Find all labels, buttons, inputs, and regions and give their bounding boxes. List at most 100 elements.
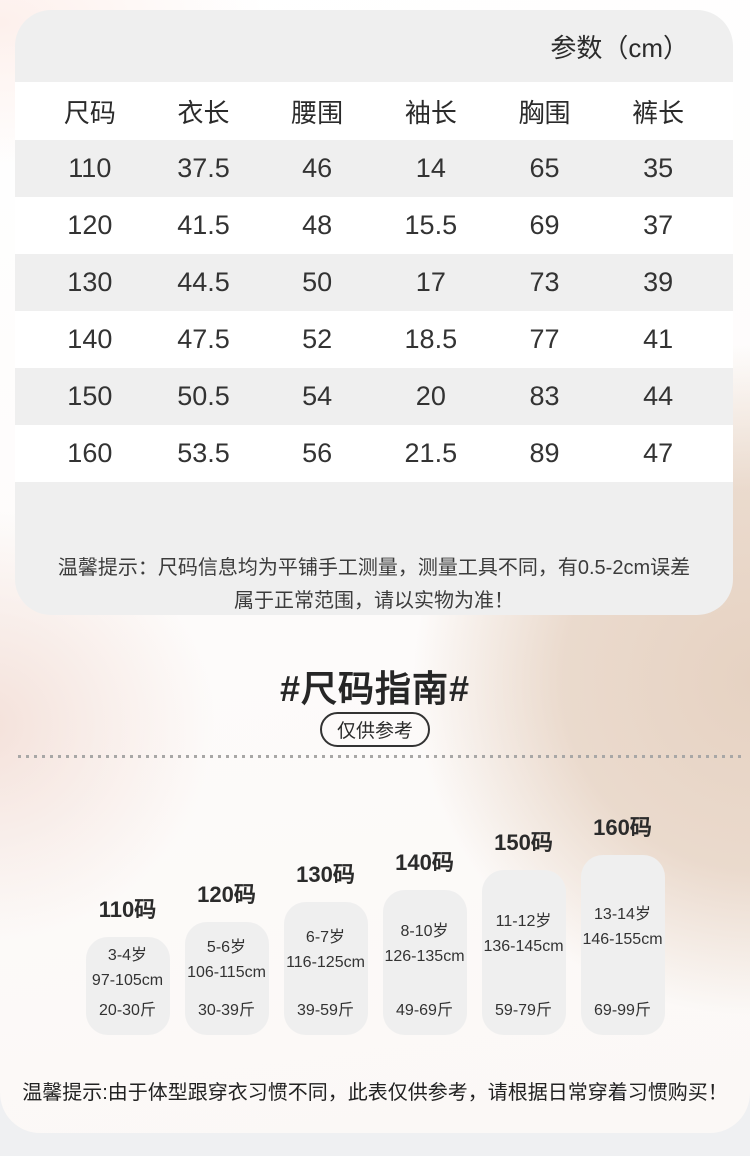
age-range: 8-10岁: [400, 923, 449, 940]
table-cell: 130: [67, 267, 113, 297]
table-cell: 37.5: [177, 153, 230, 183]
table-row: 160 53.5 56 21.5 89 47: [15, 425, 733, 482]
size-bar-main: 5-6岁 106-115cm: [185, 922, 269, 993]
table-cell: 140: [67, 324, 113, 354]
table-cell: 21.5: [404, 438, 458, 468]
table-cell: 83: [529, 381, 560, 411]
table-cell: 44.5: [177, 267, 230, 297]
age-range: 6-7岁: [305, 929, 346, 946]
size-guide-badge-wrap: 仅供参考: [0, 712, 750, 747]
param-note-line2: 属于正常范围，请以实物为准！: [234, 590, 514, 612]
table-row: 150 50.5 54 20 83 44: [15, 368, 733, 425]
table-cell: 54: [302, 381, 333, 411]
weight-range: 69-99斤: [594, 1002, 651, 1019]
size-guide-bars: 110码 3-4岁 97-105cm 20-30斤 120码 5-6岁 106-115cm 3…: [0, 813, 750, 1035]
table-cell: 14: [415, 153, 446, 183]
table-cell: 37: [643, 210, 674, 240]
size-table-header-row: 尺码 衣长 腰围 袖长 胸围 裤长: [15, 82, 733, 140]
table-cell: 44: [643, 381, 674, 411]
age-range: 13-14岁: [594, 905, 651, 923]
column-header: 衣长: [177, 97, 230, 128]
param-title: 参数（cm）: [550, 32, 689, 63]
age-range: 3-4岁: [107, 946, 148, 964]
weight-range: 30-39斤: [198, 1002, 255, 1019]
size-label: 140码: [395, 850, 454, 875]
table-cell: 47: [643, 438, 674, 468]
size-guide-title: #尺码指南#: [279, 668, 471, 709]
table-cell: 53.5: [177, 438, 230, 468]
table-cell: 110: [68, 153, 112, 183]
table-cell: 46: [302, 153, 333, 183]
size-guide-column: 110码 3-4岁 97-105cm 20-30斤: [85, 892, 170, 1035]
param-note: 温馨提示：尺码信息均为平铺手工测量，测量工具不同，有0.5-2cm误差 属于正常…: [15, 482, 733, 615]
size-table-body: 110 37.5 46 14 65 35 120 41.5 48 15.5 69 37 130 44.5 5…: [15, 140, 733, 482]
column-header: 胸围: [518, 97, 571, 128]
column-header: 尺码: [63, 97, 116, 128]
table-cell: 39: [643, 267, 674, 297]
table-row: 130 44.5 50 17 73 39: [15, 254, 733, 311]
size-label: 130码: [296, 862, 355, 887]
table-cell: 48: [302, 210, 333, 240]
height-range: 136-145cm: [483, 938, 564, 955]
table-cell: 47.5: [177, 324, 230, 354]
size-label: 110码: [98, 897, 157, 922]
size-guide-column: 150码 11-12岁 136-145cm 59-79斤: [481, 825, 566, 1035]
weight-range: 39-59斤: [297, 1002, 354, 1019]
table-cell: 52: [302, 324, 333, 354]
param-note-line1: 温馨提示：尺码信息均为平铺手工测量，测量工具不同，有0.5-2cm误差: [57, 557, 691, 579]
size-label: 150码: [494, 830, 553, 855]
column-header: 袖长: [404, 97, 457, 128]
weight-range: 49-69斤: [396, 1002, 453, 1019]
size-guide-column: 120码 5-6岁 106-115cm 30-39斤: [184, 877, 269, 1035]
table-cell: 17: [415, 267, 446, 297]
size-label: 120码: [197, 882, 256, 907]
height-range: 146-155cm: [582, 930, 663, 948]
size-bar-main: 3-4岁 97-105cm: [86, 937, 170, 993]
param-title-band: 参数（cm）: [15, 10, 733, 82]
table-cell: 15.5: [404, 210, 458, 240]
size-bar: 3-4岁 97-105cm 20-30斤: [85, 937, 170, 1035]
size-guide-note: 温馨提示:由于体型跟穿衣习惯不同，此表仅供参考，请根据日常穿着习惯购买！: [22, 1082, 728, 1104]
size-bar: 8-10岁 126-135cm 49-69斤: [382, 890, 467, 1035]
age-range: 5-6岁: [206, 939, 247, 956]
size-bar-main: 8-10岁 126-135cm: [383, 890, 467, 993]
height-range: 106-115cm: [187, 964, 266, 981]
table-row: 110 37.5 46 14 65 35: [15, 140, 733, 197]
reference-only-badge: 仅供参考: [319, 712, 430, 747]
table-cell: 35: [643, 153, 674, 183]
table-cell: 65: [529, 153, 560, 183]
height-range: 116-125cm: [286, 954, 365, 971]
table-cell: 89: [529, 438, 560, 468]
table-cell: 41: [643, 324, 674, 354]
table-cell: 56: [302, 438, 333, 468]
dotted-divider: [18, 755, 744, 758]
size-bar-main: 6-7岁 116-125cm: [284, 902, 368, 993]
size-bar: 13-14岁 146-155cm 69-99斤: [580, 855, 665, 1035]
table-cell: 120: [67, 210, 113, 240]
weight-range: 59-79斤: [495, 1002, 552, 1019]
table-cell: 160: [67, 438, 113, 468]
size-parameter-card: 参数（cm） 尺码 衣长 腰围 袖长 胸围 裤长 110 37.5 46 14 65 35 120 41…: [15, 10, 733, 615]
table-row: 120 41.5 48 15.5 69 37: [15, 197, 733, 254]
height-range: 97-105cm: [91, 971, 164, 989]
table-cell: 20: [415, 381, 446, 411]
size-bar: 11-12岁 136-145cm 59-79斤: [481, 870, 566, 1035]
table-cell: 77: [529, 324, 560, 354]
table-cell: 18.5: [404, 324, 458, 354]
column-header: 腰围: [291, 97, 344, 128]
size-bar: 5-6岁 106-115cm 30-39斤: [184, 922, 269, 1035]
table-cell: 69: [529, 210, 560, 240]
size-guide-column: 140码 8-10岁 126-135cm 49-69斤: [382, 845, 467, 1035]
table-cell: 73: [529, 267, 560, 297]
weight-range: 20-30斤: [99, 1002, 156, 1019]
size-guide-column: 130码 6-7岁 116-125cm 39-59斤: [283, 857, 368, 1035]
size-bar: 6-7岁 116-125cm 39-59斤: [283, 902, 368, 1035]
table-cell: 50: [302, 267, 333, 297]
age-range: 11-12岁: [495, 913, 552, 930]
table-cell: 150: [67, 381, 113, 411]
size-bar-main: 13-14岁 146-155cm: [581, 855, 665, 993]
table-cell: 50.5: [177, 381, 230, 411]
height-range: 126-135cm: [384, 948, 465, 965]
table-cell: 41.5: [177, 210, 230, 240]
